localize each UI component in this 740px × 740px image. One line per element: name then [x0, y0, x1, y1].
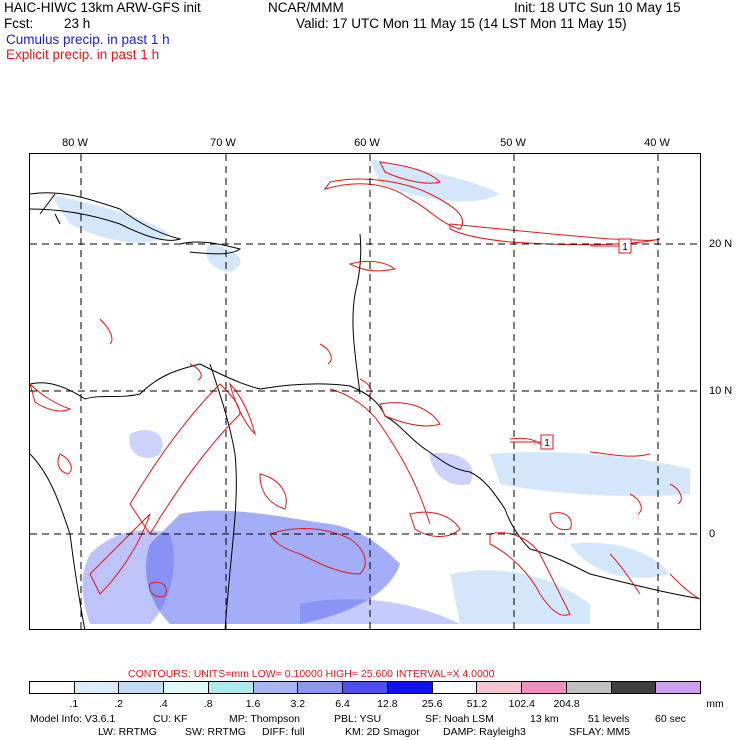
lon-label-50w: 50 W	[500, 137, 526, 149]
lon-label-80w: 80 W	[62, 137, 88, 149]
colorbar-swatch	[164, 682, 209, 693]
model-info-item: Model Info: V3.6.1	[30, 713, 116, 725]
model-info-item: LW: RRTMG	[98, 726, 157, 738]
colorbar-label: .2	[114, 698, 123, 710]
model-info-item: 13 km	[530, 713, 559, 725]
max-marker-1: 1	[590, 238, 632, 254]
map-canvas: 1 1	[30, 154, 700, 629]
valid-time: Valid: 17 UTC Mon 11 May 15 (14 LST Mon …	[296, 16, 627, 31]
colorbar-swatch	[298, 682, 344, 693]
colorbar-label: .4	[159, 698, 168, 710]
cumulus-legend: Cumulus precip. in past 1 h	[6, 32, 170, 47]
colorbar-label: .8	[203, 698, 213, 710]
cumulus-precip-areas	[82, 430, 473, 624]
colorbar-swatch	[477, 682, 523, 693]
contours-info: CONTOURS: UNITS=mm LOW= 0.10000 HIGH= 25…	[128, 668, 495, 680]
colorbar-label: 51.2	[466, 698, 488, 710]
colorbar-swatch	[611, 682, 657, 693]
colorbar	[29, 681, 701, 694]
colorbar-swatch	[208, 682, 254, 693]
colorbar-label: 3.2	[290, 698, 306, 710]
colorbar-label: .1	[69, 698, 79, 710]
model-info-item: PBL: YSU	[334, 713, 382, 725]
model-info-item: SFLAY: MM5	[569, 726, 631, 738]
lon-label-40w: 40 W	[644, 137, 670, 149]
lat-label-eq: 0	[709, 528, 716, 540]
colorbar-label: 6.4	[335, 698, 350, 710]
explicit-precip-contours	[30, 161, 700, 616]
lon-label-70w: 70 W	[210, 137, 236, 149]
colorbar-swatch	[522, 682, 567, 693]
colorbar-swatch	[253, 682, 299, 693]
model-info-item: DIFF: full	[262, 726, 305, 738]
colorbar-swatch	[387, 682, 433, 693]
colorbar-label: 1.6	[245, 698, 261, 710]
colorbar-unit: mm	[706, 698, 724, 710]
model-info-item: SF: Noah LSM	[425, 713, 494, 725]
lat-label-10n: 10 N	[709, 385, 733, 397]
max-marker-2: 1	[510, 434, 554, 450]
model-title: HAIC-HIWC 13km ARW-GFS init	[4, 0, 201, 15]
model-info-item: KM: 2D Smagor	[345, 726, 420, 738]
colorbar-label: 204.8	[553, 698, 580, 710]
model-info-item: CU: KF	[153, 713, 188, 725]
explicit-legend: Explicit precip. in past 1 h	[6, 47, 160, 62]
colorbar-swatch	[119, 682, 165, 693]
model-info-item: 60 sec	[655, 713, 686, 725]
colorbar-swatch	[74, 682, 120, 693]
light-precip-areas	[50, 159, 690, 624]
map-grid	[30, 154, 700, 629]
model-info-item: MP: Thompson	[229, 713, 301, 725]
lat-label-20n: 20 N	[709, 238, 733, 250]
lon-label-60w: 60 W	[354, 137, 380, 149]
model-info-item: 51 levels	[588, 713, 630, 725]
fcst-label: Fcst:	[4, 16, 34, 31]
colorbar-swatch	[343, 682, 388, 693]
marker-label-2: 1	[544, 438, 550, 449]
colorbar-swatch	[30, 682, 75, 693]
init-time: Init: 18 UTC Sun 10 May 15	[514, 0, 681, 15]
colorbar-label: 102.4	[508, 698, 535, 710]
colorbar-label: 25.6	[421, 698, 443, 710]
model-info-item: DAMP: Rayleigh3	[443, 726, 526, 738]
colorbar-swatch	[566, 682, 612, 693]
fcst-value: 23 h	[64, 16, 91, 31]
marker-label-1: 1	[622, 242, 628, 253]
colorbar-swatch	[656, 682, 701, 693]
org-label: NCAR/MMM	[268, 0, 344, 15]
colorbar-swatch	[432, 682, 478, 693]
colorbar-label: 12.8	[377, 698, 398, 710]
precip-map: 1 1	[29, 153, 701, 630]
model-info-item: SW: RRTMG	[185, 726, 246, 738]
